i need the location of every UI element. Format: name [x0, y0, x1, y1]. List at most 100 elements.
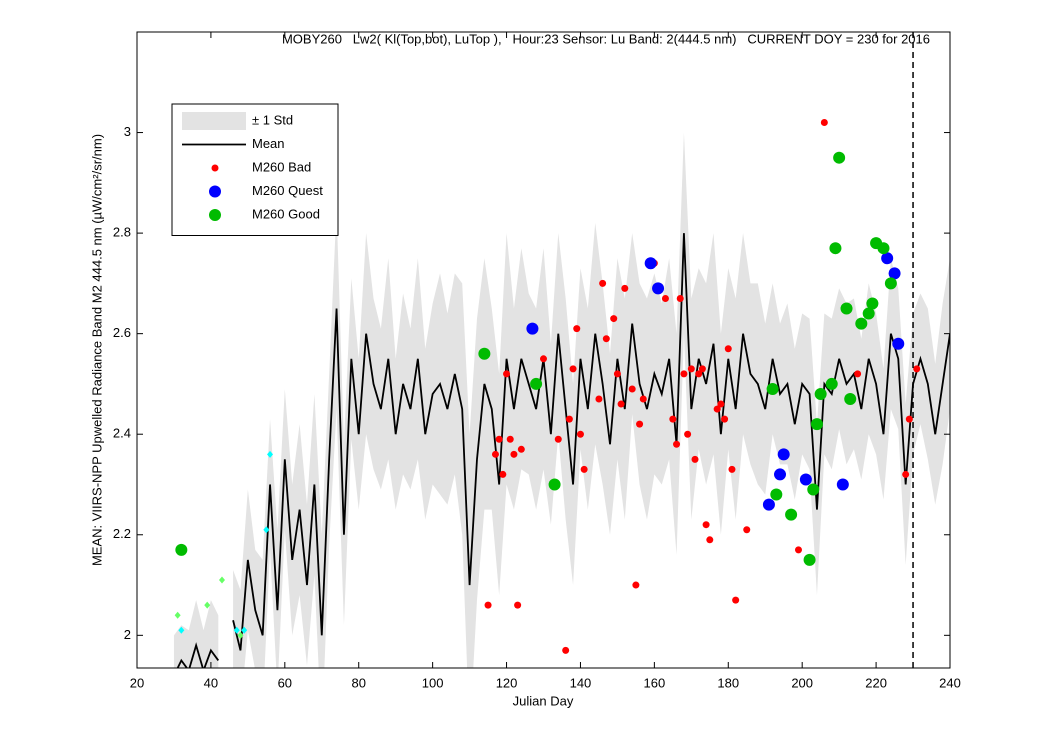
point — [554, 435, 562, 443]
legend-swatch — [209, 209, 221, 221]
point — [728, 465, 736, 473]
point — [530, 377, 543, 390]
point — [506, 435, 514, 443]
point — [888, 267, 901, 280]
x-tick-label: 180 — [717, 675, 739, 690]
point — [204, 601, 211, 609]
point — [478, 347, 491, 360]
point — [881, 252, 894, 265]
point — [569, 365, 577, 373]
y-tick-label: 2.4 — [113, 426, 131, 441]
point — [687, 365, 695, 373]
x-axis-label: Julian Day — [513, 693, 574, 708]
std-band — [233, 132, 950, 668]
point — [237, 631, 244, 639]
point — [855, 317, 868, 330]
point — [884, 277, 897, 290]
legend: ± 1 Std Mean M260 Bad M260 Quest M260 Good — [171, 103, 339, 236]
y-tick-label: 2.2 — [113, 526, 131, 541]
x-tick-label: 140 — [570, 675, 592, 690]
point — [807, 483, 820, 496]
point — [673, 440, 681, 448]
plot-area — [173, 32, 950, 668]
point — [724, 345, 732, 353]
point — [902, 470, 910, 478]
point — [785, 508, 798, 521]
point — [613, 370, 621, 378]
point — [267, 450, 274, 458]
y-tick-label: 2 — [124, 627, 131, 642]
point — [661, 294, 669, 302]
std-band — [173, 600, 219, 668]
point — [825, 377, 838, 390]
plot-frame — [136, 31, 951, 669]
point — [774, 468, 787, 481]
x-tick-label: 220 — [865, 675, 887, 690]
point — [717, 400, 725, 408]
point — [732, 596, 740, 604]
point — [599, 279, 607, 287]
legend-label: ± 1 Std — [252, 112, 293, 127]
point — [706, 536, 714, 544]
mean-line — [176, 642, 220, 668]
point — [691, 455, 699, 463]
point — [233, 626, 240, 634]
point — [621, 284, 629, 292]
point — [218, 576, 225, 584]
y-axis-label: MEAN: VIIRS-NPP Upwelled Radiance Band M… — [89, 134, 104, 566]
point — [695, 370, 703, 378]
point — [565, 415, 573, 423]
point — [644, 257, 657, 270]
point — [576, 430, 584, 438]
point — [178, 626, 185, 634]
legend-swatch — [182, 112, 246, 130]
x-tick-label: 60 — [278, 675, 292, 690]
axes: 20 40 60 80 100 120 140 160 180 200 220 240 2 2.2 2.4 2… — [113, 31, 961, 690]
point — [175, 543, 188, 556]
point — [514, 601, 522, 609]
point — [263, 526, 270, 534]
point — [602, 335, 610, 343]
point — [610, 315, 618, 323]
legend-label: Mean — [252, 136, 285, 151]
point — [580, 465, 588, 473]
point — [510, 450, 518, 458]
point — [810, 418, 823, 431]
point — [652, 282, 665, 295]
point — [820, 118, 828, 126]
point — [866, 297, 879, 310]
point — [762, 498, 775, 511]
point — [862, 307, 875, 320]
point — [676, 294, 684, 302]
point — [713, 405, 721, 413]
point — [833, 151, 846, 164]
point — [636, 420, 644, 428]
x-tick-label: 200 — [791, 675, 813, 690]
point — [854, 370, 862, 378]
point — [174, 611, 181, 619]
point — [766, 382, 779, 395]
point — [829, 242, 842, 255]
y-tick-label: 3 — [124, 124, 131, 139]
x-tick-label: 40 — [204, 675, 218, 690]
point — [595, 395, 603, 403]
point — [803, 553, 816, 566]
point — [777, 448, 790, 461]
point — [877, 242, 890, 255]
point — [702, 521, 710, 529]
point — [491, 450, 499, 458]
point — [844, 393, 857, 406]
mean-line — [232, 233, 950, 651]
point — [639, 395, 647, 403]
point — [770, 488, 783, 501]
legend-label: M260 Good — [252, 206, 320, 221]
y-tick-label: 2.8 — [113, 225, 131, 240]
legend-swatch — [209, 185, 221, 198]
point — [499, 470, 507, 478]
point — [517, 445, 525, 453]
point — [721, 415, 729, 423]
legend-swatch — [211, 164, 219, 172]
point — [799, 473, 812, 486]
point — [526, 322, 539, 335]
